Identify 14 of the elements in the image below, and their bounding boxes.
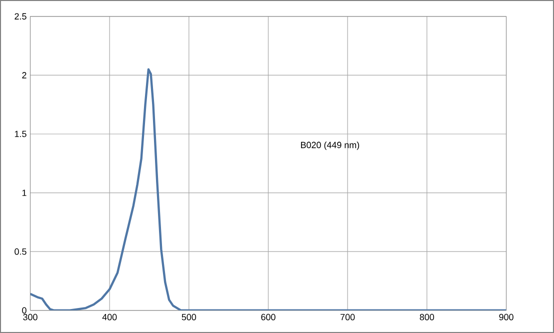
annotation: B020 (449 nm)	[301, 142, 360, 150]
x-tick-label: 600	[261, 314, 276, 320]
y-tick-label: 1	[22, 190, 26, 196]
x-tick-label: 900	[499, 314, 514, 320]
x-tick-label: 700	[340, 314, 355, 320]
y-tick-label: 0.5	[14, 248, 26, 255]
y-tick-label: 2	[22, 72, 26, 78]
y-tick-label: 0	[22, 307, 26, 314]
x-tick-label: 400	[102, 314, 117, 320]
y-tick-label: 1.5	[14, 130, 26, 138]
y-tick-label: 2.5	[14, 13, 26, 20]
x-tick-label: 500	[182, 314, 196, 320]
x-tick-label: 300	[23, 314, 38, 320]
x-tick-label: 800	[420, 314, 434, 320]
